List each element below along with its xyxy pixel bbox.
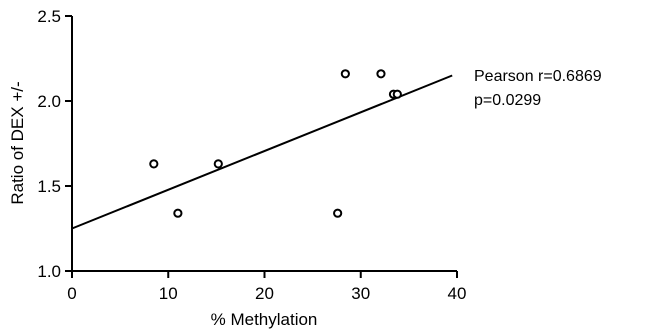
y-tick-label: 2.0 [37,92,61,111]
p-value-annotation: p=0.0299 [474,92,541,109]
x-ticks: 0 10 20 30 40 [67,271,466,303]
x-tick-label: 0 [67,284,76,303]
data-point [333,208,343,218]
y-ticks: 1.0 1.5 2.0 2.5 [37,7,72,281]
data-point [340,69,350,79]
data-point [392,89,402,99]
data-point [173,208,183,218]
pearson-annotation: Pearson r=0.6869 [474,68,602,85]
axes [71,16,457,272]
y-tick-label: 2.5 [37,7,61,26]
x-tick-label: 30 [351,284,370,303]
y-tick-label: 1.5 [37,177,61,196]
data-points [149,69,402,218]
regression-line-group [71,74,453,230]
data-point [376,69,386,79]
regression-line [71,74,453,230]
y-axis-label: Ratio of DEX +/- [8,81,27,204]
data-point [149,159,159,169]
y-tick-label: 1.0 [37,262,61,281]
x-tick-label: 20 [255,284,274,303]
x-tick-label: 40 [448,284,467,303]
data-point [213,159,223,169]
x-axis-label: % Methylation [211,310,318,329]
x-tick-label: 10 [159,284,178,303]
